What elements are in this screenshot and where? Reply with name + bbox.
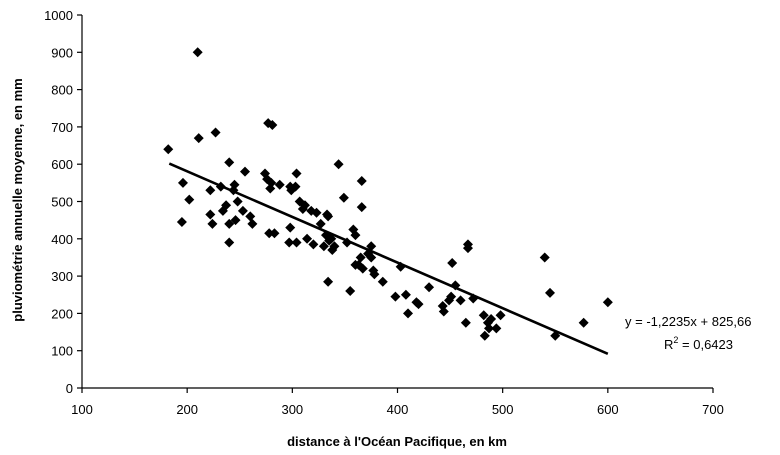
data-point	[207, 218, 218, 229]
data-point	[413, 299, 424, 310]
trendline-equation: y = -1,2235x + 825,66	[625, 314, 751, 329]
data-point	[544, 287, 555, 298]
y-tick-label: 700	[51, 120, 73, 135]
data-point	[478, 310, 489, 321]
data-point	[366, 252, 377, 263]
x-tick-label: 500	[492, 402, 514, 417]
data-point	[184, 194, 195, 205]
data-point	[460, 317, 471, 328]
x-tick-label: 400	[387, 402, 409, 417]
y-tick-label: 1000	[44, 8, 73, 23]
y-axis-title: pluviométrie annuelle moyenne, en mm	[10, 78, 25, 321]
x-tick-label: 100	[71, 402, 93, 417]
data-point	[355, 252, 366, 263]
data-point	[486, 313, 497, 324]
trend-line	[168, 162, 609, 356]
data-point	[299, 200, 310, 211]
data-point	[462, 243, 473, 254]
data-point	[333, 159, 344, 170]
y-tick-label: 200	[51, 306, 73, 321]
data-point	[232, 196, 243, 207]
data-point	[193, 133, 204, 144]
data-point	[602, 297, 613, 308]
x-tick-label: 300	[281, 402, 303, 417]
data-point	[338, 192, 349, 203]
data-point	[345, 286, 356, 297]
data-point	[438, 306, 449, 317]
data-point	[267, 120, 278, 131]
data-point	[356, 202, 367, 213]
data-point	[323, 276, 334, 287]
data-point	[315, 218, 326, 229]
data-point	[247, 218, 258, 229]
data-point	[455, 295, 466, 306]
data-point	[308, 239, 319, 250]
x-axis-ticks: 100 200 300 400 500 600 700	[71, 388, 724, 417]
data-point	[177, 177, 188, 188]
data-point	[205, 209, 216, 220]
data-point	[350, 230, 361, 241]
y-tick-label: 800	[51, 83, 73, 98]
data-point	[357, 263, 368, 274]
data-point	[224, 218, 235, 229]
data-point	[479, 330, 490, 341]
data-point	[403, 308, 414, 319]
data-point	[224, 237, 235, 248]
data-point	[291, 237, 302, 248]
data-point	[400, 289, 411, 300]
data-point	[240, 166, 251, 177]
data-point	[369, 269, 380, 280]
data-point	[356, 175, 367, 186]
data-point	[377, 276, 388, 287]
data-point	[224, 157, 235, 168]
y-tick-label: 500	[51, 195, 73, 210]
data-point	[285, 222, 296, 233]
data-point	[329, 241, 340, 252]
data-point	[578, 317, 589, 328]
data-point	[447, 258, 458, 269]
data-point	[491, 323, 502, 334]
data-point	[424, 282, 435, 293]
data-point	[446, 291, 457, 302]
data-point	[163, 144, 174, 155]
x-tick-label: 200	[176, 402, 198, 417]
data-point	[284, 237, 295, 248]
data-point	[390, 291, 401, 302]
data-point	[210, 127, 221, 138]
data-point	[291, 168, 302, 179]
data-point	[229, 179, 240, 190]
data-point	[290, 181, 301, 192]
r-squared-label: R2 = 0,6423	[664, 335, 733, 352]
y-tick-label: 100	[51, 344, 73, 359]
y-tick-label: 0	[66, 381, 73, 396]
data-point	[230, 215, 241, 226]
data-point	[205, 185, 216, 196]
y-tick-label: 300	[51, 269, 73, 284]
data-point	[274, 179, 285, 190]
data-point	[245, 211, 256, 222]
data-point	[495, 310, 506, 321]
y-tick-label: 900	[51, 45, 73, 60]
data-point	[302, 233, 313, 244]
x-tick-label: 700	[702, 402, 724, 417]
data-point	[176, 217, 187, 228]
data-point	[323, 211, 334, 222]
data-point	[266, 177, 277, 188]
x-tick-label: 600	[597, 402, 619, 417]
data-point	[269, 228, 280, 239]
data-point	[318, 241, 329, 252]
data-point	[483, 323, 494, 334]
data-point	[311, 207, 322, 218]
data-points	[163, 47, 613, 341]
data-point	[221, 200, 232, 211]
data-point	[539, 252, 550, 263]
y-tick-label: 400	[51, 232, 73, 247]
data-point	[237, 205, 248, 216]
data-point	[264, 228, 275, 239]
x-axis-title: distance à l'Océan Pacifique, en km	[287, 434, 507, 449]
data-point	[192, 47, 203, 58]
y-axis-ticks: 0 100 200 300 400 500 600 700 800 900 1000	[44, 8, 82, 396]
y-tick-label: 600	[51, 157, 73, 172]
